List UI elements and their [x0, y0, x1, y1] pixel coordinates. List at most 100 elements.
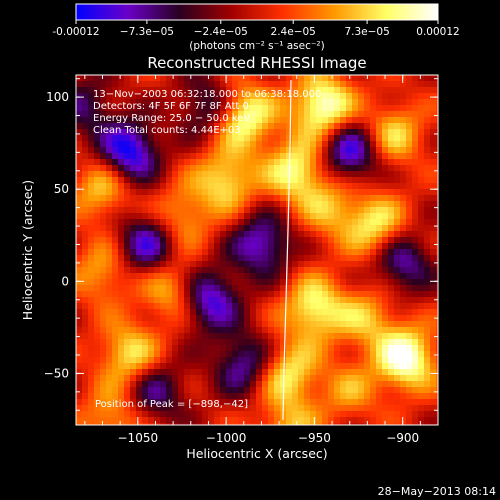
heatmap-cell: [352, 81, 359, 88]
heatmap-cell: [172, 315, 179, 322]
heatmap-cell: [160, 177, 167, 184]
heatmap-cell: [412, 87, 419, 94]
heatmap-cell: [100, 411, 107, 418]
heatmap-cell: [418, 231, 425, 238]
heatmap-cell: [220, 303, 227, 310]
heatmap-cell: [130, 153, 137, 160]
heatmap-cell: [220, 291, 227, 298]
heatmap-cell: [352, 327, 359, 334]
heatmap-cell: [436, 117, 438, 124]
heatmap-cell: [160, 357, 167, 364]
heatmap-cell: [202, 267, 209, 274]
heatmap-cell: [406, 195, 413, 202]
heatmap-cell: [190, 375, 197, 382]
heatmap-cell: [400, 267, 407, 274]
heatmap-cell: [340, 189, 347, 196]
heatmap-cell: [418, 99, 425, 106]
heatmap-cell: [436, 231, 438, 238]
heatmap-cell: [316, 249, 323, 256]
heatmap-cell: [292, 417, 299, 424]
heatmap-cell: [82, 165, 89, 172]
heatmap-cell: [166, 105, 173, 112]
heatmap-cell: [322, 189, 329, 196]
heatmap-cell: [340, 147, 347, 154]
heatmap-cell: [406, 99, 413, 106]
heatmap-cell: [352, 99, 359, 106]
heatmap-cell: [280, 267, 287, 274]
heatmap-cell: [124, 351, 131, 358]
heatmap-cell: [322, 153, 329, 160]
heatmap-cell: [352, 321, 359, 328]
heatmap-cell: [238, 261, 245, 268]
heatmap-cell: [286, 321, 293, 328]
heatmap-cell: [226, 267, 233, 274]
heatmap-cell: [268, 123, 275, 130]
heatmap-cell: [364, 357, 371, 364]
heatmap-cell: [322, 135, 329, 142]
heatmap-cell: [178, 291, 185, 298]
heatmap-cell: [178, 105, 185, 112]
heatmap-cell: [250, 363, 257, 370]
heatmap-cell: [418, 339, 425, 346]
heatmap-cell: [364, 171, 371, 178]
heatmap-cell: [376, 315, 383, 322]
heatmap-cell: [256, 369, 263, 376]
heatmap-cell: [130, 93, 137, 100]
heatmap-cell: [130, 225, 137, 232]
heatmap-cell: [160, 87, 167, 94]
heatmap-cell: [136, 363, 143, 370]
heatmap-cell: [244, 87, 251, 94]
heatmap-cell: [334, 105, 341, 112]
heatmap-cell: [94, 93, 101, 100]
heatmap-cell: [118, 303, 125, 310]
heatmap-cell: [130, 207, 137, 214]
heatmap-cell: [190, 117, 197, 124]
heatmap-cell: [88, 135, 95, 142]
heatmap-cell: [274, 189, 281, 196]
heatmap-cell: [76, 291, 83, 298]
heatmap-cell: [106, 393, 113, 400]
heatmap-cell: [190, 141, 197, 148]
heatmap-cell: [94, 207, 101, 214]
heatmap-cell: [394, 81, 401, 88]
heatmap-cell: [202, 327, 209, 334]
heatmap-cell: [376, 417, 383, 424]
heatmap-cell: [214, 195, 221, 202]
heatmap-cell: [100, 153, 107, 160]
heatmap-cell: [118, 291, 125, 298]
heatmap-cell: [322, 363, 329, 370]
heatmap-cell: [124, 87, 131, 94]
heatmap-cell: [178, 75, 185, 82]
heatmap-cell: [418, 87, 425, 94]
heatmap-cell: [298, 321, 305, 328]
heatmap-cell: [226, 81, 233, 88]
heatmap-cell: [118, 273, 125, 280]
heatmap-cell: [244, 225, 251, 232]
heatmap-cell: [322, 207, 329, 214]
heatmap-cell: [106, 207, 113, 214]
heatmap-cell: [220, 213, 227, 220]
heatmap-cell: [250, 135, 257, 142]
heatmap-cell: [82, 243, 89, 250]
heatmap-cell: [436, 171, 438, 178]
heatmap-cell: [388, 183, 395, 190]
heatmap-cell: [424, 399, 431, 406]
heatmap-cell: [244, 135, 251, 142]
heatmap-cell: [196, 285, 203, 292]
heatmap-cell: [130, 393, 137, 400]
heatmap-cell: [286, 207, 293, 214]
heatmap-cell: [196, 105, 203, 112]
heatmap-cell: [226, 273, 233, 280]
heatmap-cell: [430, 201, 437, 208]
heatmap-cell: [208, 255, 215, 262]
heatmap-cell: [88, 261, 95, 268]
heatmap-cell: [436, 129, 438, 136]
heatmap-cell: [316, 147, 323, 154]
heatmap-cell: [322, 123, 329, 130]
heatmap-cell: [256, 183, 263, 190]
heatmap-cell: [268, 297, 275, 304]
heatmap-cell: [382, 387, 389, 394]
heatmap-cell: [340, 387, 347, 394]
annotation-energy-range: Energy Range: 25.0 − 50.0 keV: [93, 113, 250, 124]
heatmap-cell: [382, 357, 389, 364]
